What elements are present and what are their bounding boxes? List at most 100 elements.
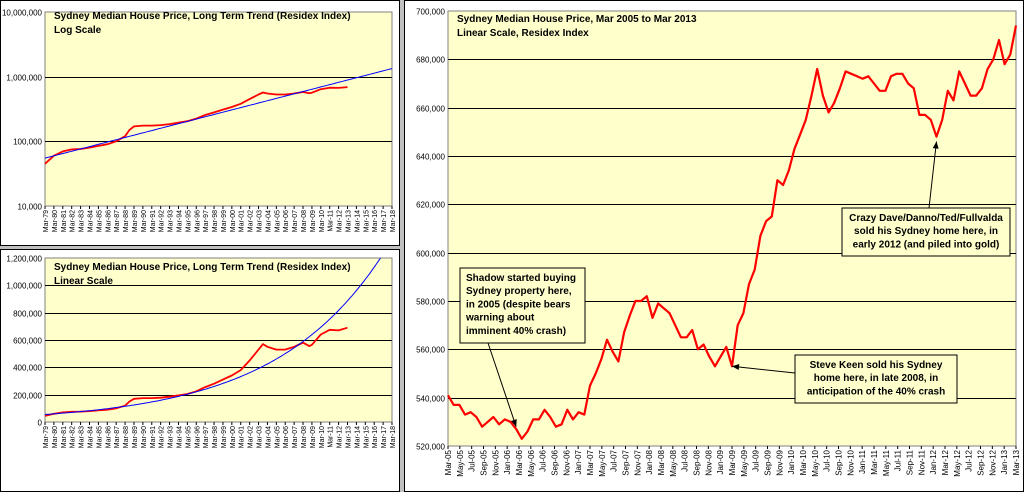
log-xtick-label: Mar-88 [123,210,130,232]
log-xtick-label: Mar-82 [70,210,77,232]
log-xtick-label: Mar-07 [292,210,299,232]
lin-xtick-label: Mar-91 [150,426,157,448]
lin-xtick-label: Mar-06 [283,426,290,448]
annotation-2: Steve Keen sold his Sydney home here, in … [731,354,958,404]
main-xtick-label: Nov-08 [704,449,713,475]
log-xtick-label: Mar-02 [248,210,255,232]
main-xtick-label: Jan-08 [645,449,654,474]
log-xtick-label: Mar-17 [381,210,388,232]
log-xtick-label: Mar-91 [150,210,157,232]
main-xtick-label: Mar-05 [444,449,453,475]
log-xtick-label: Mar-04 [265,210,272,232]
main-xtick-label: Sep-12 [977,449,986,475]
main-xtick-label: Jan-06 [503,449,512,474]
annotation-text-line: sold his Sydney home here, in [854,226,998,237]
lin-trend-line [44,257,381,415]
lin-ytick-label: 1,200,000 [6,255,42,264]
log-xtick-label: Mar-95 [185,210,192,232]
lin-xtick-label: Mar-86 [105,426,112,448]
main-xtick-label: May-05 [456,449,465,476]
lin-xtick-label: Mar-03 [257,426,264,448]
lin-xtick-label: Mar-02 [248,426,255,448]
annotation-arrow-head [932,141,939,149]
lin-xtick-label: Mar-17 [381,426,388,448]
annotation-box [794,354,958,404]
lin-ytick-label: 800,000 [13,310,42,319]
log-xtick-label: Mar-18 [390,210,397,232]
main-xtick-label: Sep-11 [906,449,915,475]
main-xtick-label: Jan-09 [716,449,725,474]
lin-ytick-label: 0 [38,419,43,428]
log-xtick-label: Mar-84 [87,210,94,232]
main-xtick-label: Nov-09 [775,449,784,475]
main-xtick-label: May-09 [740,449,749,476]
annotation-text-line: warning about [465,313,535,324]
main-xtick-label: Mar-06 [515,449,524,475]
main-xtick-label: May-07 [598,449,607,476]
main-ytick-label: 520,000 [416,443,445,452]
log-plot-area [44,11,393,207]
log-xtick-label: Mar-87 [114,210,121,232]
main-chart: 520,000 540,000 560,000 580,000 600,000 620,0… [404,0,1024,492]
lin-xtick-label: Mar-82 [70,426,77,448]
main-ytick-label: 580,000 [416,298,445,307]
lin-xtick-label: Mar-05 [274,426,281,448]
lin-xtick-label: Mar-89 [132,426,139,448]
lin-xtick-label: Mar-88 [123,426,130,448]
annotation-arrow-head [732,364,740,370]
lin-xtick-label: Mar-00 [230,426,237,448]
log-xtick-label: Mar-96 [194,210,201,232]
log-xtick-label: Mar-81 [61,210,68,232]
main-xtick-label: Mar-11 [870,449,879,474]
log-xtick-label: Mar-90 [141,210,148,232]
lin-ytick-label: 400,000 [13,364,42,373]
lin-chart: 0 200,000 400,000 600,000 800,000 1,000,000 1,… [0,249,400,492]
annotation-3: Crazy Dave/Danno/Ted/Fullvalda sold his S… [841,141,1011,257]
main-ytick-label: 560,000 [416,346,445,355]
annotation-arrow-head [511,419,517,427]
main-xtick-label: Jan-12 [929,449,938,474]
main-xtick-label: Mar-12 [941,449,950,475]
annotation-text-line: imminent 40% crash) [466,326,566,337]
lin-xtick-label: Mar-85 [96,426,103,448]
lin-chart-title: Sydney Median House Price, Long Term Tre… [54,262,351,273]
main-xtick-label: Sep-05 [480,449,489,475]
annotation-arrow-line [487,342,517,427]
main-xtick-label: Mar-10 [799,449,808,475]
main-xtick-label: Jul-06 [539,449,548,471]
log-xtick-label: Mar-86 [105,210,112,232]
log-xtick-label: Mar-99 [221,210,228,232]
lin-xtick-label: Mar-92 [159,426,166,448]
log-xtick-label: Mar-98 [212,210,219,232]
main-xtick-label: Sep-10 [835,449,844,475]
annotation-text-line: Crazy Dave/Danno/Ted/Fullvalda [849,213,1003,224]
log-xtick-label: Mar-83 [79,210,86,232]
lin-xtick-label: Mar-98 [212,426,219,448]
lin-xtick-label: Mar-81 [61,426,68,448]
lin-xtick-label: Mar-12 [337,426,344,448]
log-xtick-label: Mar-11 [328,210,335,232]
main-xtick-label: Sep-07 [622,449,631,475]
lin-price-line [44,326,348,417]
main-xtick-label: Nov-12 [988,449,997,475]
log-xtick-label: Mar-05 [274,210,281,232]
main-xtick-label: Jan-13 [1000,449,1009,474]
main-xtick-label: Jul-09 [752,449,761,471]
main-ytick-label: 700,000 [416,8,445,17]
annotation-text-line: home here, in late 2008, in [814,373,939,384]
log-xtick-label: Mar-06 [283,210,290,232]
main-xtick-label: May-10 [811,449,820,476]
log-xtick-label: Mar-94 [176,210,183,232]
main-ytick-label: 540,000 [416,395,445,404]
main-xtick-label: Jan-07 [574,449,583,474]
lin-xtick-label: Mar-97 [203,426,210,448]
main-xtick-label: Jul-07 [610,449,619,471]
log-xtick-label: Mar-85 [96,210,103,232]
log-trend-line [44,68,393,159]
main-ytick-label: 680,000 [416,56,445,65]
main-xtick-label: Jul-05 [468,449,477,471]
annotation-text-line: Shadow started buying [466,273,576,284]
main-xtick-label: Sep-06 [551,449,560,475]
lin-xtick-label: Mar-13 [346,426,353,448]
